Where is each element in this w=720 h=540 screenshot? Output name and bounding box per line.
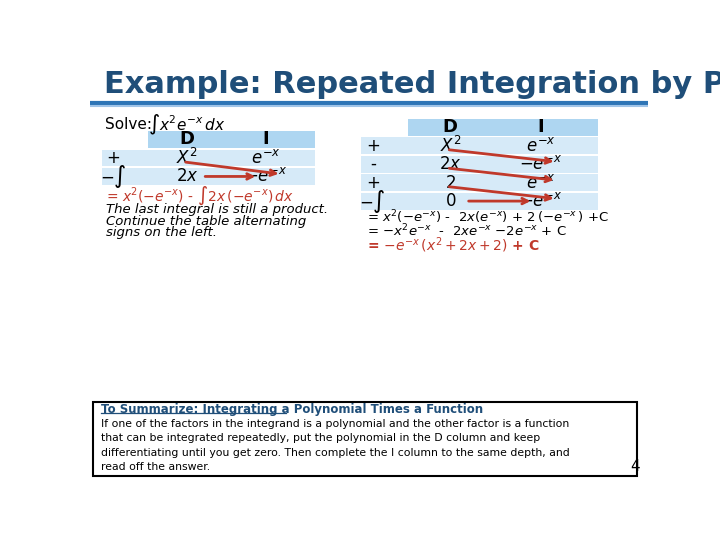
Text: $-e^{-x}$: $-e^{-x}$ — [519, 192, 563, 210]
Bar — [408, 119, 598, 136]
Bar — [148, 131, 315, 148]
Text: signs on the left.: signs on the left. — [106, 226, 217, 239]
Bar — [361, 193, 598, 210]
Text: = $x^{2}(-e^{-x})$ - $\int 2x\,(-e^{-x})\,dx$: = $x^{2}(-e^{-x})$ - $\int 2x\,(-e^{-x})… — [106, 185, 294, 207]
Text: = $x^{2}(-e^{-x})$ -  $2x(e^{-x})$ + $2\,(-e^{-x}\,)$ +C: = $x^{2}(-e^{-x})$ - $2x(e^{-x})$ + $2\,… — [367, 208, 609, 226]
Text: $2$: $2$ — [445, 174, 456, 192]
FancyBboxPatch shape — [93, 402, 637, 476]
Text: $e^{-x}$: $e^{-x}$ — [251, 149, 281, 167]
Bar — [361, 156, 598, 173]
Text: $\int x^2 e^{-x}\, dx$: $\int x^2 e^{-x}\, dx$ — [148, 113, 225, 137]
Text: $e^{-x}$: $e^{-x}$ — [526, 174, 556, 192]
Text: I: I — [538, 118, 544, 136]
Text: -: - — [370, 155, 376, 173]
Text: Continue the table alternating: Continue the table alternating — [106, 214, 306, 228]
Bar — [361, 137, 598, 154]
Text: I: I — [263, 131, 269, 149]
Text: +: + — [366, 137, 380, 154]
Text: $-e^{-x}$: $-e^{-x}$ — [519, 155, 563, 173]
Text: +: + — [366, 174, 380, 192]
Text: $X^2$: $X^2$ — [176, 148, 198, 168]
Text: 4: 4 — [631, 460, 640, 475]
Text: = $-e^{-x}\,(x^2 + 2x + 2)$ + C: = $-e^{-x}\,(x^2 + 2x + 2)$ + C — [367, 235, 540, 255]
Text: The last integral is still a product.: The last integral is still a product. — [106, 203, 328, 216]
Text: D: D — [443, 118, 458, 136]
Text: $-e^{-x}$: $-e^{-x}$ — [244, 167, 288, 185]
Bar — [90, 65, 648, 103]
Text: = $-x^2 e^{-x}$  -  $2xe^{-x}$ $-2e^{-x}$ + C: = $-x^2 e^{-x}$ - $2xe^{-x}$ $-2e^{-x}$ … — [367, 223, 567, 239]
Bar — [361, 174, 598, 191]
Text: $X^2$: $X^2$ — [440, 136, 462, 156]
Text: $-\int$: $-\int$ — [100, 163, 127, 190]
Text: $2x$: $2x$ — [176, 167, 198, 185]
Bar — [102, 150, 315, 166]
Text: To Summarize: Integrating a Polynomial Times a Function: To Summarize: Integrating a Polynomial T… — [101, 403, 483, 416]
Text: $2x$: $2x$ — [439, 155, 462, 173]
Text: $-\int$: $-\int$ — [359, 187, 386, 214]
Text: If one of the factors in the integrand is a polynomial and the other factor is a: If one of the factors in the integrand i… — [101, 419, 570, 472]
Text: Solve:: Solve: — [106, 117, 153, 132]
Text: $0$: $0$ — [445, 192, 456, 210]
Text: D: D — [179, 131, 194, 149]
Text: $e^{-x}$: $e^{-x}$ — [526, 137, 556, 154]
Text: Example: Repeated Integration by Parts: Example: Repeated Integration by Parts — [104, 70, 720, 98]
Text: +: + — [107, 149, 120, 167]
Bar — [102, 168, 315, 185]
